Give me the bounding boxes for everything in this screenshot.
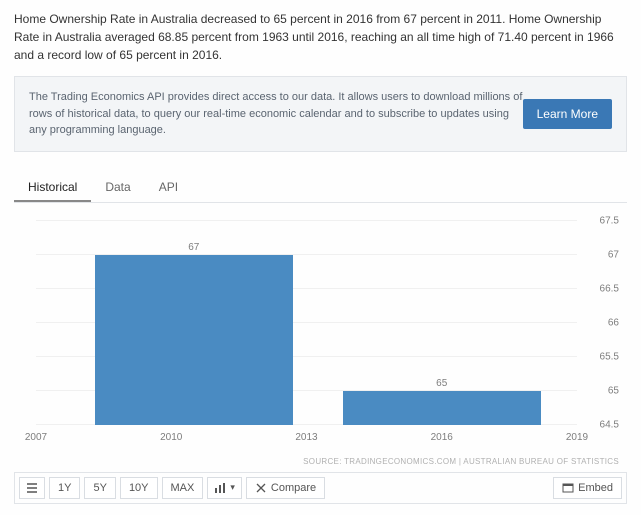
chart-type-button[interactable]: ▾ xyxy=(207,477,242,499)
y-tick-label: 66.5 xyxy=(600,283,619,294)
intro-text: Home Ownership Rate in Australia decreas… xyxy=(14,10,627,64)
compare-label: Compare xyxy=(271,482,316,494)
x-tick-label: 2013 xyxy=(295,432,317,443)
bar-value-label: 67 xyxy=(188,242,199,253)
compare-icon xyxy=(255,482,267,494)
chart-toolbar: 1Y 5Y 10Y MAX ▾ Compare Embed xyxy=(14,472,627,504)
x-tick-label: 2010 xyxy=(160,432,182,443)
x-tick-label: 2019 xyxy=(566,432,588,443)
learn-more-button[interactable]: Learn More xyxy=(523,99,612,129)
y-tick-label: 65.5 xyxy=(600,351,619,362)
y-tick-label: 65 xyxy=(608,385,619,396)
embed-button[interactable]: Embed xyxy=(553,477,622,499)
range-10y-button[interactable]: 10Y xyxy=(120,477,158,499)
api-promo-text: The Trading Economics API provides direc… xyxy=(29,89,523,139)
list-icon xyxy=(26,482,38,494)
list-view-button[interactable] xyxy=(19,477,45,499)
y-tick-label: 67.5 xyxy=(600,215,619,226)
range-1y-button[interactable]: 1Y xyxy=(49,477,80,499)
tab-data[interactable]: Data xyxy=(91,174,144,202)
api-promo-box: The Trading Economics API provides direc… xyxy=(14,76,627,152)
y-tick-label: 66 xyxy=(608,317,619,328)
tab-historical[interactable]: Historical xyxy=(14,174,91,202)
chart-bar: 67 xyxy=(95,255,293,425)
range-max-button[interactable]: MAX xyxy=(162,477,204,499)
tabs: Historical Data API xyxy=(14,174,627,203)
y-tick-label: 67 xyxy=(608,249,619,260)
embed-label: Embed xyxy=(578,482,613,494)
bar-chart-icon xyxy=(214,482,226,494)
y-tick-label: 64.5 xyxy=(600,419,619,430)
tab-api[interactable]: API xyxy=(145,174,192,202)
chart-bar: 65 xyxy=(343,391,541,425)
x-tick-label: 2007 xyxy=(25,432,47,443)
chart-source: SOURCE: TRADINGECONOMICS.COM | AUSTRALIA… xyxy=(14,457,619,466)
range-5y-button[interactable]: 5Y xyxy=(84,477,115,499)
chart: 64.5 65 65.5 66 66.5 67 67.5 2007 2010 2013 2016 20… xyxy=(14,213,627,453)
embed-icon xyxy=(562,482,574,494)
bar-value-label: 65 xyxy=(436,378,447,389)
compare-button[interactable]: Compare xyxy=(246,477,325,499)
x-tick-label: 2016 xyxy=(431,432,453,443)
